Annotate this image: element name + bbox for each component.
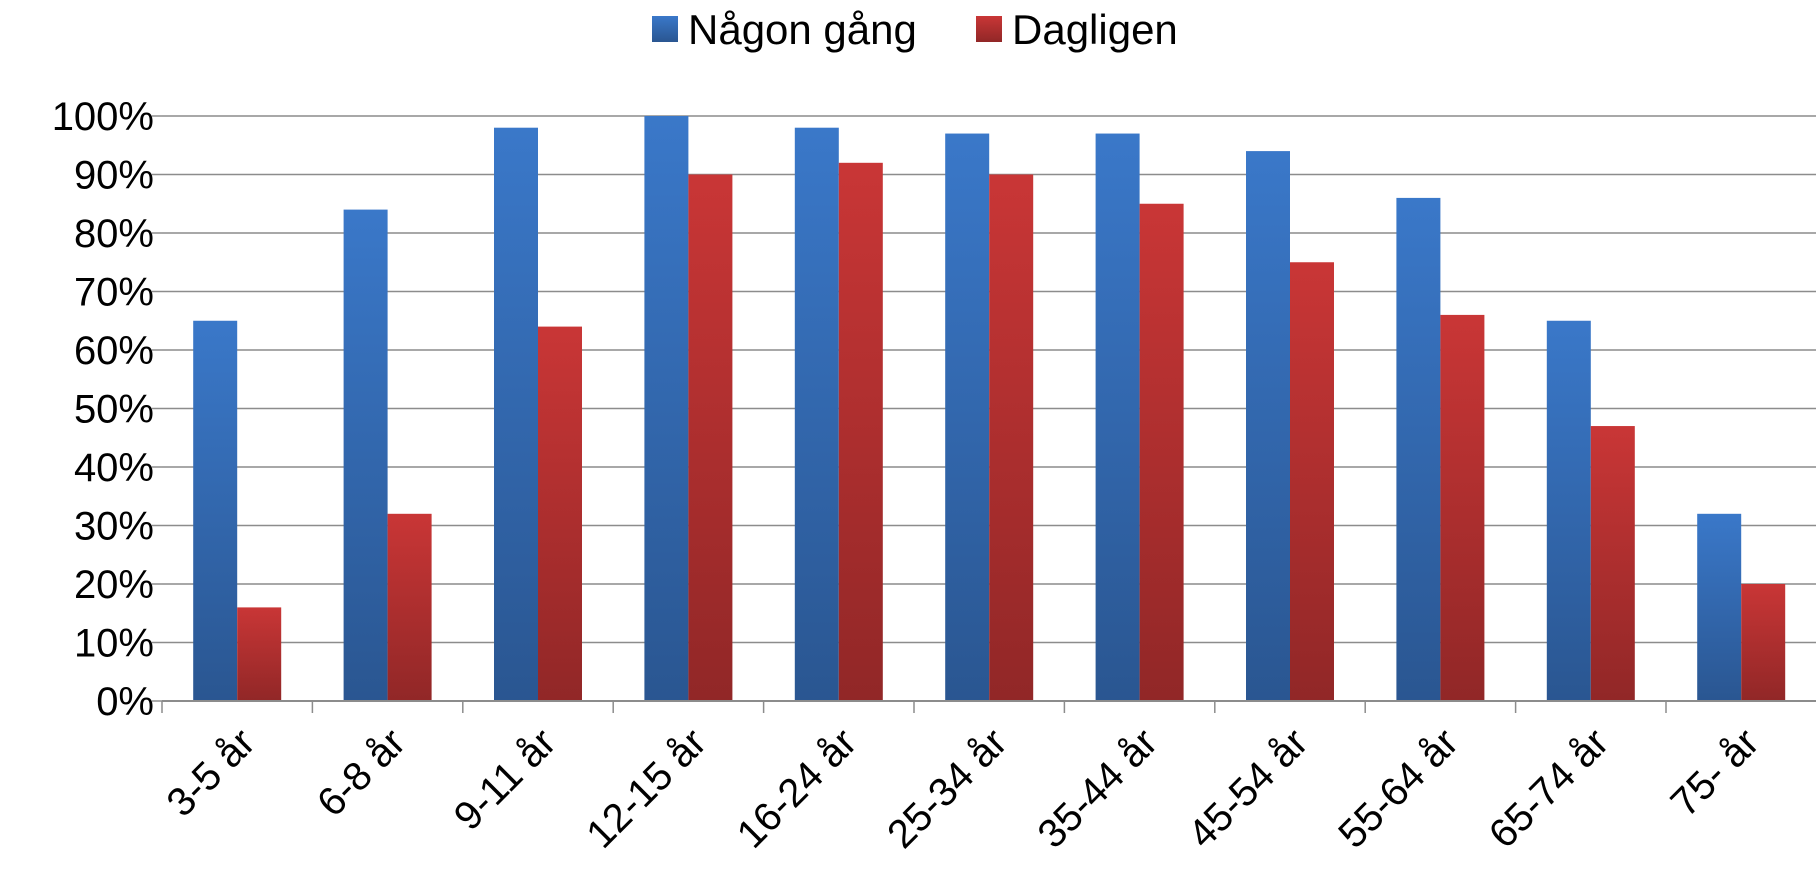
y-tick-label: 90% (74, 154, 154, 198)
y-tick-label: 100% (52, 95, 154, 139)
bar-dagligen (1741, 584, 1785, 701)
y-tick-label: 50% (74, 388, 154, 432)
bar-dagligen (388, 514, 432, 701)
x-tick-label: 3-5 år (159, 720, 264, 825)
x-axis (162, 701, 1816, 713)
bar-nagon-gang (1396, 198, 1440, 701)
y-axis-tick-labels: 0% 10% 20% 30% 40% 50% 60% 70% 80% 90% 100% (52, 95, 154, 724)
legend-label-dagligen: Dagligen (1012, 6, 1178, 53)
bar-nagon-gang (1697, 514, 1741, 701)
y-tick-label: 40% (74, 446, 154, 490)
x-tick-label: 65-74 år (1481, 720, 1617, 856)
y-tick-label: 20% (74, 563, 154, 607)
y-tick-label: 30% (74, 505, 154, 549)
bar-dagligen (1290, 262, 1334, 701)
x-axis-tick-labels: 3-5 år 6-8 år 9-11 år 12-15 år 16-24 år 25-34… (159, 720, 1768, 856)
bar-nagon-gang (1547, 321, 1591, 701)
x-tick-label: 35-44 år (1030, 720, 1166, 856)
bar-nagon-gang (945, 134, 989, 701)
bar-nagon-gang (1246, 151, 1290, 701)
bar-dagligen (1440, 315, 1484, 701)
bar-nagon-gang (644, 116, 688, 701)
bar-dagligen (1140, 204, 1184, 701)
bar-dagligen (989, 175, 1033, 702)
bar-nagon-gang (1096, 134, 1140, 701)
bar-nagon-gang (795, 128, 839, 701)
x-tick-label: 25-34 år (879, 720, 1015, 856)
bar-dagligen (1591, 426, 1635, 701)
x-tick-label: 9-11 år (446, 720, 565, 839)
y-tick-label: 10% (74, 622, 154, 666)
x-tick-label: 16-24 år (729, 720, 865, 856)
bar-dagligen (237, 607, 281, 701)
x-tick-label: 75- år (1663, 720, 1768, 825)
bar-dagligen (538, 327, 582, 701)
legend-label-nagon-gang: Någon gång (688, 6, 917, 53)
bar-nagon-gang (344, 210, 388, 701)
x-tick-label: 55-64 år (1330, 720, 1466, 856)
y-tick-label: 60% (74, 329, 154, 373)
legend-swatch-dagligen (976, 16, 1002, 42)
x-tick-label: 45-54 år (1180, 720, 1316, 856)
x-tick-label: 6-8 år (309, 720, 414, 825)
legend: Någon gång Dagligen (652, 6, 1178, 53)
bar-dagligen (688, 175, 732, 702)
bar-nagon-gang (193, 321, 237, 701)
legend-swatch-nagon-gang (652, 16, 678, 42)
x-tick-label: 12-15 år (578, 720, 714, 856)
y-tick-label: 0% (96, 680, 154, 724)
y-tick-label: 80% (74, 212, 154, 256)
y-tick-label: 70% (74, 271, 154, 315)
bar-nagon-gang (494, 128, 538, 701)
bar-dagligen (839, 163, 883, 701)
